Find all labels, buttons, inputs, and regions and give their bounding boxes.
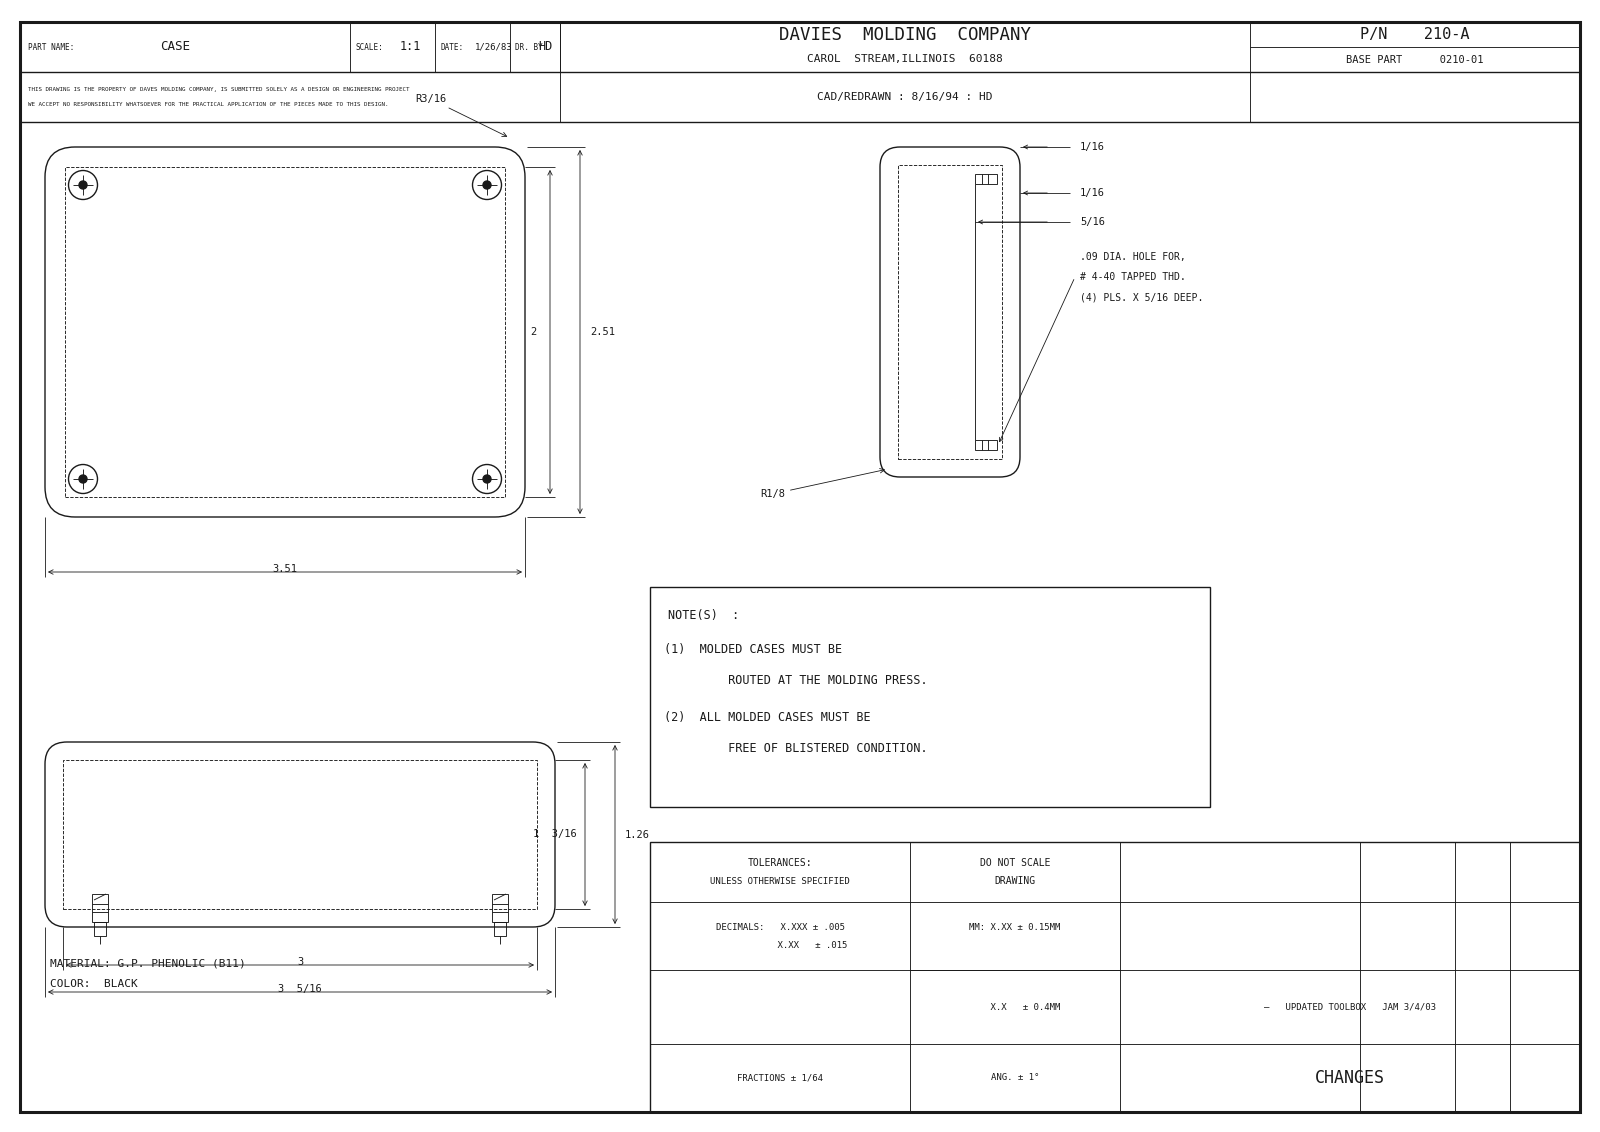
Bar — [93, 894, 109, 921]
Text: CAROL  STREAM,ILLINOIS  60188: CAROL STREAM,ILLINOIS 60188 — [806, 54, 1003, 65]
Text: .09 DIA. HOLE FOR,: .09 DIA. HOLE FOR, — [1080, 252, 1186, 261]
Text: P/N    210-A: P/N 210-A — [1360, 26, 1470, 42]
Text: 1  3/16: 1 3/16 — [533, 830, 576, 840]
Text: DO NOT SCALE: DO NOT SCALE — [979, 858, 1050, 868]
Bar — [494, 921, 506, 936]
Text: THIS DRAWING IS THE PROPERTY OF DAVES MOLDING COMPANY, IS SUBMITTED SOLELY AS A : THIS DRAWING IS THE PROPERTY OF DAVES MO… — [29, 87, 410, 93]
Text: # 4-40 TAPPED THD.: # 4-40 TAPPED THD. — [1080, 272, 1186, 282]
Text: ROUTED AT THE MOLDING PRESS.: ROUTED AT THE MOLDING PRESS. — [664, 675, 928, 687]
Text: 1/26/83: 1/26/83 — [475, 43, 512, 51]
Text: (2)  ALL MOLDED CASES MUST BE: (2) ALL MOLDED CASES MUST BE — [664, 711, 870, 723]
Bar — [94, 921, 106, 936]
Text: SCALE:: SCALE: — [355, 43, 382, 51]
Bar — [62, 760, 538, 909]
Text: X.X   ± 0.4MM: X.X ± 0.4MM — [970, 1003, 1061, 1012]
Text: 1:1: 1:1 — [400, 41, 421, 53]
Text: (4) PLS. X 5/16 DEEP.: (4) PLS. X 5/16 DEEP. — [1080, 292, 1203, 302]
Bar — [650, 842, 1581, 1112]
Text: PART NAME:: PART NAME: — [29, 43, 74, 51]
Text: R1/8: R1/8 — [760, 469, 885, 499]
Text: MM: X.XX ± 0.15MM: MM: X.XX ± 0.15MM — [970, 923, 1061, 932]
Text: 3: 3 — [298, 957, 302, 967]
Text: R3/16: R3/16 — [414, 94, 507, 136]
Text: CASE: CASE — [160, 41, 190, 53]
Text: BASE PART      0210-01: BASE PART 0210-01 — [1346, 55, 1483, 65]
Text: DR. BY: DR. BY — [515, 43, 542, 51]
Text: 5/16: 5/16 — [1080, 217, 1106, 228]
Bar — [974, 440, 997, 451]
Bar — [650, 588, 1210, 807]
Circle shape — [483, 475, 491, 483]
Text: CHANGES: CHANGES — [1315, 1069, 1386, 1087]
Text: WE ACCEPT NO RESPONSIBILITY WHATSOEVER FOR THE PRACTICAL APPLICATION OF THE PIEC: WE ACCEPT NO RESPONSIBILITY WHATSOEVER F… — [29, 102, 389, 106]
Text: MATERIAL: G.P. PHENOLIC (B11): MATERIAL: G.P. PHENOLIC (B11) — [50, 959, 246, 969]
Text: X.XX   ± .015: X.XX ± .015 — [714, 941, 846, 950]
Text: DRAWING: DRAWING — [995, 876, 1035, 886]
Bar — [898, 165, 1002, 458]
Text: FREE OF BLISTERED CONDITION.: FREE OF BLISTERED CONDITION. — [664, 743, 928, 755]
Text: UNLESS OTHERWISE SPECIFIED: UNLESS OTHERWISE SPECIFIED — [710, 876, 850, 885]
Text: 1/16: 1/16 — [1080, 188, 1106, 198]
Text: 2: 2 — [530, 327, 536, 337]
Bar — [974, 174, 997, 185]
Text: FRACTIONS ± 1/64: FRACTIONS ± 1/64 — [738, 1073, 822, 1082]
Circle shape — [483, 181, 491, 189]
Text: 2.51: 2.51 — [590, 327, 614, 337]
Bar — [66, 168, 506, 497]
Text: 3.51: 3.51 — [272, 564, 298, 574]
Circle shape — [78, 475, 86, 483]
Text: DAVIES  MOLDING  COMPANY: DAVIES MOLDING COMPANY — [779, 26, 1030, 44]
Text: COLOR:  BLACK: COLOR: BLACK — [50, 979, 138, 989]
Circle shape — [78, 181, 86, 189]
Text: HD: HD — [538, 41, 552, 53]
Text: –   UPDATED TOOLBOX   JAM 3/4/03: – UPDATED TOOLBOX JAM 3/4/03 — [1264, 1003, 1437, 1012]
Text: TOLERANCES:: TOLERANCES: — [747, 858, 813, 868]
Text: NOTE(S)  :: NOTE(S) : — [669, 609, 739, 621]
Text: CAD/REDRAWN : 8/16/94 : HD: CAD/REDRAWN : 8/16/94 : HD — [818, 92, 992, 102]
Text: DECIMALS:   X.XXX ± .005: DECIMALS: X.XXX ± .005 — [715, 923, 845, 932]
Text: (1)  MOLDED CASES MUST BE: (1) MOLDED CASES MUST BE — [664, 643, 842, 655]
Text: 1.26: 1.26 — [626, 830, 650, 840]
Text: 1/16: 1/16 — [1080, 142, 1106, 152]
Bar — [493, 894, 509, 921]
Text: DATE:: DATE: — [440, 43, 462, 51]
Text: ANG. ± 1°: ANG. ± 1° — [990, 1073, 1038, 1082]
Text: 3  5/16: 3 5/16 — [278, 984, 322, 994]
